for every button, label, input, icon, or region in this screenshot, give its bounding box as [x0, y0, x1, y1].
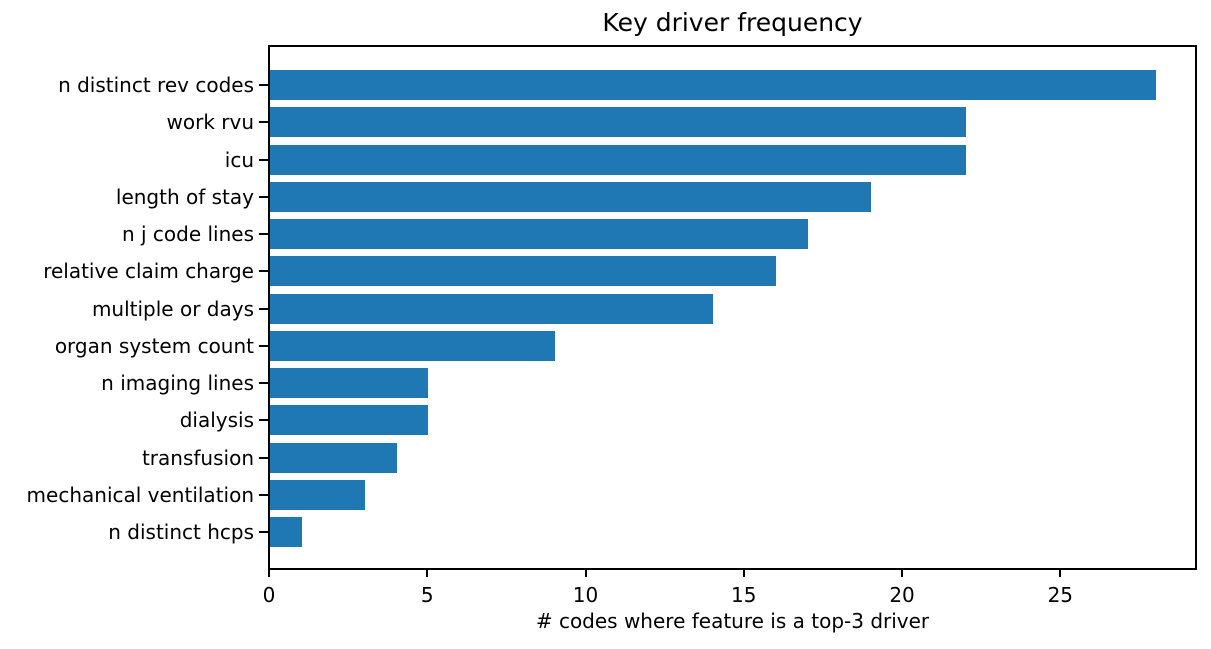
y-tick-label: n j code lines [121, 222, 254, 246]
x-tick [426, 570, 429, 577]
y-tick-label: relative claim charge [43, 259, 254, 284]
bar [270, 144, 967, 175]
x-axis-label: # codes where feature is a top-3 driver [535, 609, 930, 633]
y-tick [259, 456, 268, 459]
x-tick [584, 570, 587, 577]
bar [270, 181, 872, 212]
y-tick [259, 158, 268, 161]
x-tick [901, 570, 904, 577]
y-tick [259, 531, 268, 533]
x-tick-label: 15 [731, 583, 757, 607]
y-tick [259, 121, 268, 124]
bar [270, 256, 777, 287]
y-tick-label: n imaging lines [101, 371, 254, 395]
bar [270, 479, 365, 510]
x-tick [742, 570, 745, 577]
bar [270, 330, 555, 361]
chart-title: Key driver frequency [602, 8, 863, 37]
y-tick-label: icu [224, 147, 254, 172]
y-tick-label: n distinct rev codes [58, 73, 254, 97]
y-tick-label: multiple or days [91, 296, 254, 321]
y-tick-label: n distinct hcps [108, 520, 254, 544]
y-tick [259, 233, 268, 235]
bar [270, 517, 302, 547]
y-tick-label: length of stay [115, 184, 254, 209]
x-tick-label: 25 [1047, 583, 1074, 607]
x-tick-label: 10 [572, 583, 599, 607]
bar [270, 405, 429, 436]
y-tick-label: mechanical ventilation [26, 482, 254, 507]
y-tick [259, 84, 268, 86]
y-tick-label: dialysis [179, 408, 254, 433]
x-tick-label: 5 [420, 583, 434, 607]
x-tick [1059, 570, 1062, 577]
plot-area [268, 45, 1197, 570]
x-tick [268, 570, 270, 577]
y-tick [259, 270, 268, 273]
y-tick-label: organ system count [54, 333, 254, 358]
x-tick-label: 0 [262, 583, 276, 607]
bar [270, 107, 967, 138]
x-tick-label: 20 [889, 583, 915, 607]
y-tick-label: work rvu [166, 110, 255, 135]
y-tick [259, 307, 268, 310]
bar [270, 70, 1157, 100]
y-tick [259, 382, 268, 384]
y-tick [259, 419, 268, 422]
bar [270, 293, 714, 324]
bar [270, 219, 809, 249]
y-tick-label: transfusion [141, 445, 254, 470]
y-tick [259, 195, 268, 198]
bar [270, 368, 429, 398]
y-tick [259, 493, 268, 496]
bar [270, 442, 397, 473]
y-tick [259, 344, 268, 347]
